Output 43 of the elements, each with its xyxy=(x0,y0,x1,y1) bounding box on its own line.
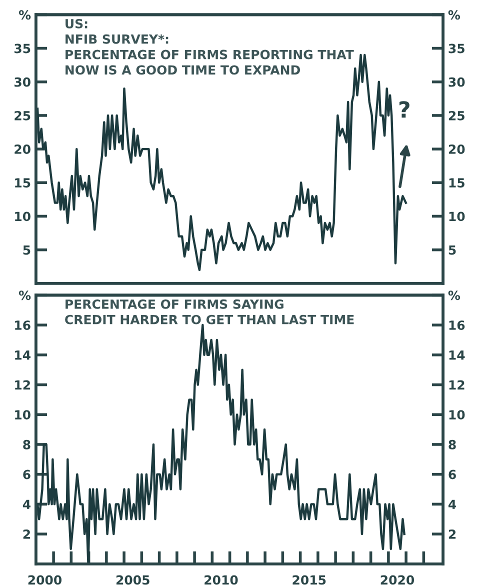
y2-tick-label: 2 xyxy=(448,530,456,539)
y2-tick-label: 12 xyxy=(449,380,464,390)
y-tick-label: 16 xyxy=(15,320,30,330)
y2-tick-label: % xyxy=(448,10,460,20)
text: US: NFIB SURVEY*: PERCENTAGE OF FIRMS REPORTING THAT NOW IS A GOOD TIME TO EXPAND xyxy=(66,18,354,75)
y2-tick-label: 35 xyxy=(448,44,464,54)
y2-tick-label: 6 xyxy=(448,470,456,480)
x-tick-label: 2005 xyxy=(116,575,150,585)
y2-tick-label: 14 xyxy=(449,350,465,360)
y-tick-label: % xyxy=(18,10,31,20)
y-tick-label: 20 xyxy=(14,144,30,154)
y2-tick-label: 25 xyxy=(448,110,464,120)
y-tick-label: 15 xyxy=(15,178,30,188)
annotation: ? xyxy=(399,101,410,118)
y-tick-label: 4 xyxy=(22,500,30,509)
y-tick-label: 10 xyxy=(15,212,30,222)
y2-tick-label: 10 xyxy=(449,410,465,420)
y-tick-label: 30 xyxy=(14,77,30,87)
x-tick-label: 2020 xyxy=(380,575,414,585)
y-tick-label: 14 xyxy=(15,350,30,360)
y-tick-label: 2 xyxy=(23,530,30,539)
y2-tick-label: 30 xyxy=(448,77,465,87)
text: PERCENTAGE OF FIRMS SAYING CREDIT HARDER TO GET THAN LAST TIME xyxy=(65,299,354,324)
y-tick-label: 25 xyxy=(14,110,30,120)
y2-tick-label: % xyxy=(448,290,460,300)
y-tick-label: % xyxy=(18,290,31,300)
y2-tick-label: 16 xyxy=(449,320,465,330)
y2-tick-label: 10 xyxy=(449,212,465,222)
y-tick-label: 8 xyxy=(23,440,30,450)
line-series xyxy=(36,324,406,564)
y2-tick-label: 20 xyxy=(448,144,465,154)
y-tick-label: 10 xyxy=(15,410,30,420)
y2-tick-label: 15 xyxy=(449,178,464,188)
x-tick-label: 2010 xyxy=(204,575,238,585)
x-tick-label: 2015 xyxy=(292,575,326,585)
y-tick-label: 35 xyxy=(14,44,30,54)
y-tick-label: 6 xyxy=(23,470,30,480)
y2-tick-label: 5 xyxy=(448,245,456,255)
y-tick-label: 5 xyxy=(23,245,30,255)
x-tick-label: 2000 xyxy=(28,575,62,585)
y2-tick-label: 4 xyxy=(448,500,456,509)
y2-tick-label: 8 xyxy=(448,440,456,450)
y-tick-label: 12 xyxy=(15,380,30,390)
